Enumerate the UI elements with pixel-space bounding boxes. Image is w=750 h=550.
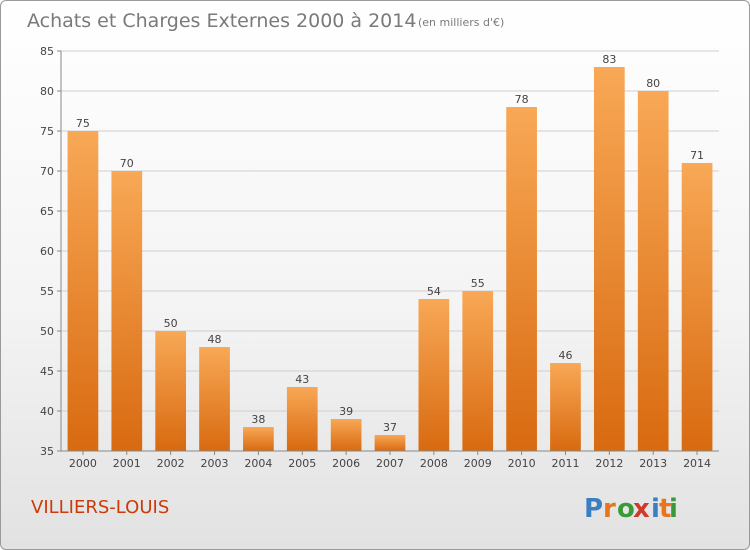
y-tick-label: 55: [40, 285, 54, 298]
x-tick-label: 2004: [244, 457, 272, 470]
logo-letter: i: [651, 494, 660, 524]
bar: [155, 331, 187, 451]
data-label: 48: [208, 333, 222, 346]
logo-letter: i: [669, 494, 678, 524]
x-tick-label: 2012: [595, 457, 623, 470]
logo-letter: x: [633, 494, 650, 524]
logo-letter: t: [659, 494, 671, 524]
bar: [243, 427, 274, 451]
bar: [199, 347, 230, 451]
logo-letter: o: [617, 494, 635, 524]
y-tick-label: 40: [40, 405, 54, 418]
data-label: 39: [339, 405, 353, 418]
y-axis-ticks: 35 40 45 50 55 60 65 70 75 80 85: [40, 45, 61, 458]
commune-name: VILLIERS-LOUIS: [31, 497, 169, 518]
y-tick-label: 65: [40, 205, 54, 218]
y-tick-label: 50: [40, 325, 54, 338]
y-tick-label: 35: [40, 445, 54, 458]
x-tick-label: 2003: [201, 457, 229, 470]
data-label: 37: [383, 421, 397, 434]
x-tick-label: 2005: [288, 457, 316, 470]
y-tick-label: 80: [40, 85, 54, 98]
data-label: 54: [427, 285, 441, 298]
x-tick-label: 2007: [376, 457, 404, 470]
chart-title: Achats et Charges Externes 2000 à 2014: [27, 10, 416, 32]
bar: [330, 419, 362, 451]
data-label: 38: [251, 413, 265, 426]
y-tick-label: 85: [40, 45, 54, 58]
chart-unit: (en milliers d'€): [418, 16, 504, 29]
bar: [637, 91, 669, 451]
bar: [593, 67, 625, 451]
x-tick-label: 2014: [683, 457, 711, 470]
bar: [462, 291, 494, 451]
logo-letter: P: [584, 494, 603, 524]
data-label: 71: [690, 149, 704, 162]
bar: [550, 363, 581, 451]
bar: [67, 131, 99, 451]
y-tick-label: 45: [40, 365, 54, 378]
x-tick-label: 2013: [639, 457, 667, 470]
y-tick-label: 60: [40, 245, 54, 258]
data-label: 55: [471, 277, 485, 290]
data-label: 70: [120, 157, 134, 170]
y-tick-label: 70: [40, 165, 54, 178]
x-tick-label: 2010: [508, 457, 536, 470]
x-tick-label: 2001: [113, 457, 141, 470]
data-label: 46: [558, 349, 572, 362]
data-label: 75: [76, 117, 90, 130]
data-label: 78: [515, 93, 529, 106]
bar: [506, 107, 537, 451]
data-label: 80: [646, 77, 660, 90]
x-tick-label: 2009: [464, 457, 492, 470]
y-tick-label: 75: [40, 125, 54, 138]
bars: 75 70 50 48 38 43 39 37 54 55 78 46 83 80 71: [67, 53, 713, 451]
x-tick-label: 2002: [157, 457, 185, 470]
data-label: 43: [295, 373, 309, 386]
x-axis-ticks: 2000 2001 2002 2003 2004 2005 2006 2007 2008 2009…: [69, 451, 711, 470]
x-tick-label: 2008: [420, 457, 448, 470]
bar: [286, 387, 318, 451]
logo-letter: r: [603, 494, 616, 524]
bar: [418, 299, 450, 451]
x-tick-label: 2006: [332, 457, 360, 470]
bar: [374, 435, 406, 451]
x-tick-label: 2011: [551, 457, 579, 470]
x-tick-label: 2000: [69, 457, 97, 470]
bar: [111, 171, 143, 451]
data-label: 83: [602, 53, 616, 66]
bar: [681, 163, 713, 451]
data-label: 50: [164, 317, 178, 330]
